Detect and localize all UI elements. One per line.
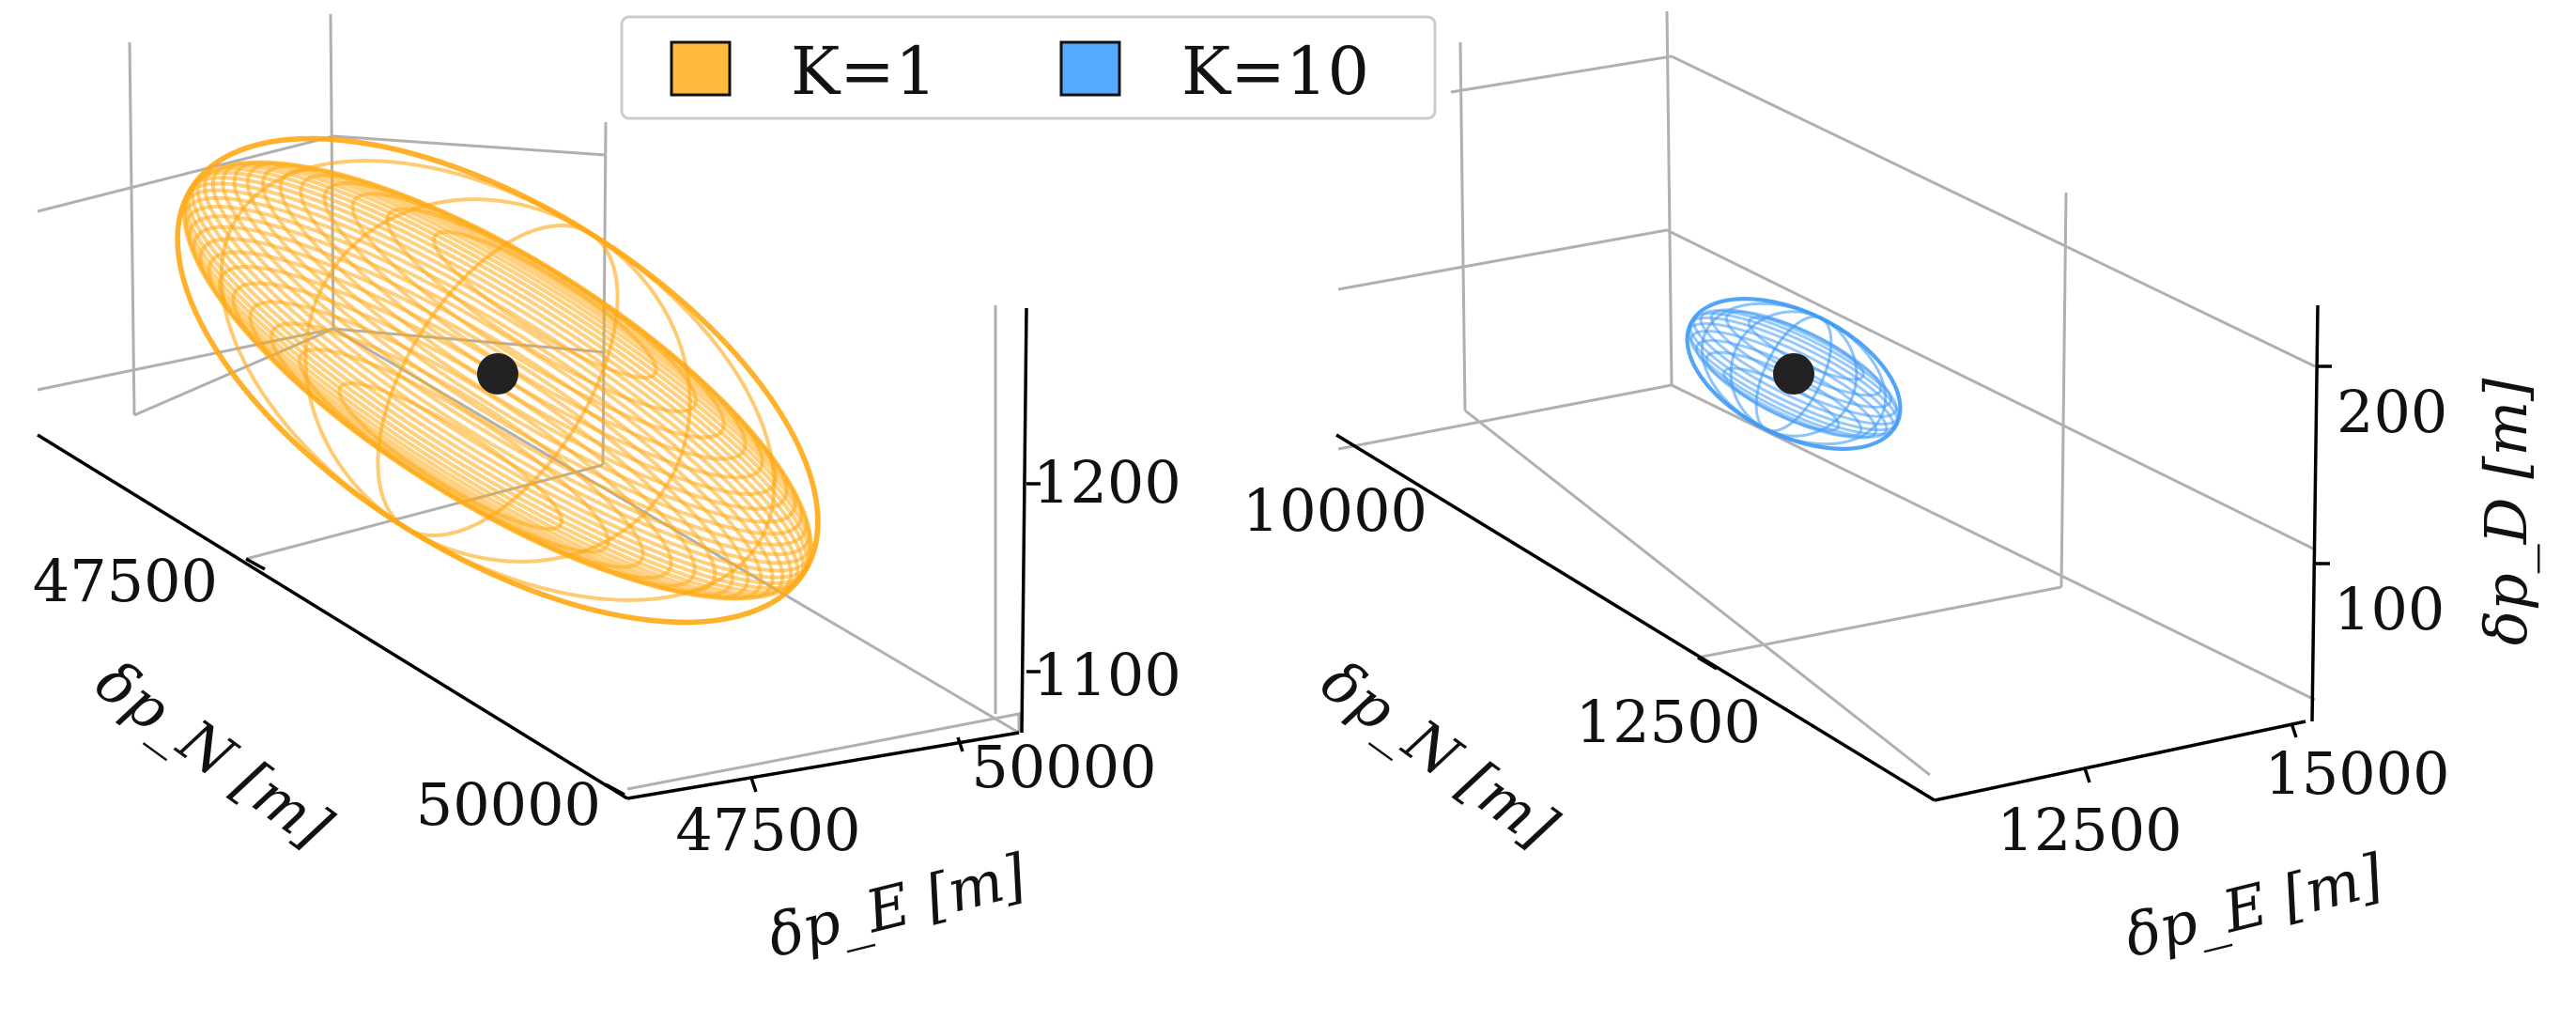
left-grid [37,13,1021,791]
left-z-tick-1: 1100 [1033,641,1181,709]
left-plot: 47500 50000 47500 50000 1100 1200 δp_N [… [33,13,1181,970]
right-y-tick-2: 12500 [1576,688,1761,756]
left-z-tick-2: 1200 [1033,448,1181,517]
right-z-tick-2: 200 [2337,378,2447,446]
right-z-axis-label: δp_D [m] [2472,378,2540,645]
legend-label-k1: K=1 [791,33,936,110]
right-center-marker [1773,353,1814,395]
left-y-axis-label: δp_N [m] [84,646,344,861]
left-x-tick-2: 50000 [971,733,1156,801]
left-ellipsoid-ring [183,181,806,591]
left-ellipsoid-ring [182,188,800,595]
legend: K=1 K=10 [620,15,1437,120]
right-y-axis-label: δp_N [m] [1309,646,1569,861]
left-ellipsoid-ring [184,204,785,600]
right-ellipsoid-meridian [1700,302,1888,446]
left-ellipsoid-ring [337,381,563,532]
left-ellipsoid-ring [297,348,610,554]
right-axes [1335,304,2332,802]
left-axes [37,307,1041,800]
legend-swatch-k10 [1059,40,1121,97]
left-center-marker [477,353,518,395]
left-ellipsoid-ring [187,214,775,601]
left-x-tick-1: 47500 [675,796,860,864]
left-ellipsoid-ring [192,225,764,601]
legend-frame [620,15,1437,120]
left-ellipsoid-ring [245,161,797,524]
right-y-tick-1: 10000 [1242,476,1427,545]
right-z-tick-1: 100 [2334,575,2445,643]
left-ellipsoid [175,135,821,626]
left-ellipsoid-meridian [219,159,777,602]
right-ellipsoid-ring [1689,316,1899,432]
right-ellipsoid-ring [1687,322,1895,436]
right-x-tick-2: 15000 [2264,739,2449,808]
left-y-tick-2: 50000 [416,770,601,839]
right-x-tick-1: 12500 [1997,796,2182,864]
right-plot: 10000 12500 12500 15000 100 200 δp_N [m]… [1242,10,2540,970]
legend-swatch-k1 [670,40,732,97]
legend-label-k10: K=10 [1181,33,1369,110]
left-ellipsoid-ring [182,195,794,597]
left-y-tick-1: 47500 [33,547,218,615]
right-grid [1337,10,2316,777]
